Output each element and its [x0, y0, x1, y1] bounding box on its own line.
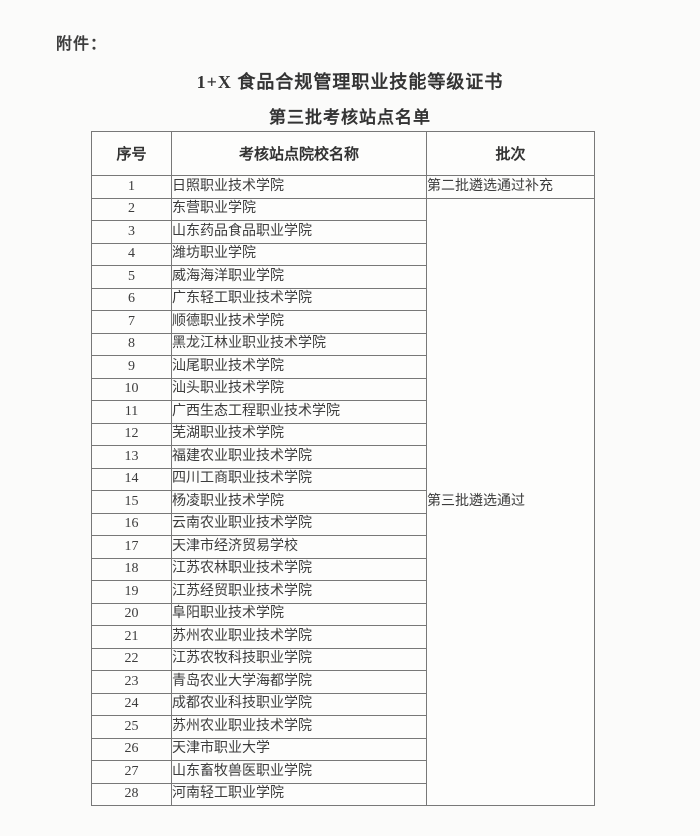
attachment-label: 附件：	[56, 36, 108, 53]
row-school-name: 青岛农业大学海都学院	[171, 670, 427, 694]
row-serial-number: 27	[91, 760, 172, 784]
table-row: 6 广东轻工职业技术学院	[91, 287, 595, 311]
row-school-name: 苏州农业职业技术学院	[171, 625, 427, 649]
table-row: 11 广西生态工程职业技术学院	[91, 400, 595, 424]
table-row: 15 杨凌职业技术学院	[91, 490, 595, 514]
table-row: 1 日照职业技术学院 第二批遴选通过补充	[91, 175, 595, 199]
table-row: 18 江苏农林职业技术学院	[91, 557, 595, 581]
row-serial-number: 2	[91, 197, 172, 221]
row-serial-number: 25	[91, 715, 172, 739]
row-school-name: 广东轻工职业技术学院	[171, 287, 427, 311]
row-batch-label: 第三批遴选通过	[426, 197, 595, 806]
row-school-name: 山东畜牧兽医职业学院	[171, 760, 427, 784]
row-serial-number: 4	[91, 242, 172, 266]
row-school-name: 河南轻工职业学院	[171, 782, 427, 806]
document-title: 1+X 食品合规管理职业技能等级证书	[196, 72, 504, 92]
table-row: 2 东营职业学院 第三批遴选通过	[91, 197, 595, 806]
table-row: 16 云南农业职业技术学院	[91, 512, 595, 536]
table-row: 10 汕头职业技术学院	[91, 377, 595, 401]
table-body: 1 日照职业技术学院 第二批遴选通过补充 2 东营职业学院 第三批遴选通过 3 山东药品食品职…	[91, 175, 595, 806]
row-serial-number: 16	[91, 512, 172, 536]
row-serial-number: 22	[91, 647, 172, 671]
table-row: 24 成都农业科技职业学院	[91, 692, 595, 716]
header-batch: 批次	[426, 131, 595, 176]
table-row: 27 山东畜牧兽医职业学院	[91, 760, 595, 784]
row-school-name: 汕头职业技术学院	[171, 377, 427, 401]
row-serial-number: 19	[91, 580, 172, 604]
row-school-name: 杨凌职业技术学院	[171, 490, 427, 514]
row-school-name: 阜阳职业技术学院	[171, 602, 427, 626]
assessment-sites-table: 序号 考核站点院校名称 批次 1 日照职业技术学院 第二批遴选通过补充 2 东营职业学院…	[91, 131, 595, 806]
table-row: 17 天津市经济贸易学校	[91, 535, 595, 559]
table-row: 22 江苏农牧科技职业学院	[91, 647, 595, 671]
row-school-name: 潍坊职业学院	[171, 242, 427, 266]
table-row: 23 青岛农业大学海都学院	[91, 670, 595, 694]
row-school-name: 东营职业学院	[171, 197, 427, 221]
header-serial-number: 序号	[91, 131, 172, 176]
table-row: 19 江苏经贸职业技术学院	[91, 580, 595, 604]
row-serial-number: 21	[91, 625, 172, 649]
row-school-name: 云南农业职业技术学院	[171, 512, 427, 536]
table-row: 26 天津市职业大学	[91, 737, 595, 761]
row-school-name: 苏州农业职业技术学院	[171, 715, 427, 739]
row-school-name: 日照职业技术学院	[171, 175, 427, 199]
row-serial-number: 24	[91, 692, 172, 716]
table-row: 28 河南轻工职业学院	[91, 782, 595, 806]
row-school-name: 江苏农林职业技术学院	[171, 557, 427, 581]
table-row: 8 黑龙江林业职业技术学院	[91, 332, 595, 356]
row-school-name: 汕尾职业技术学院	[171, 355, 427, 379]
row-school-name: 天津市职业大学	[171, 737, 427, 761]
row-serial-number: 10	[91, 377, 172, 401]
row-school-name: 江苏经贸职业技术学院	[171, 580, 427, 604]
row-serial-number: 23	[91, 670, 172, 694]
row-serial-number: 1	[91, 175, 172, 199]
table-row: 21 苏州农业职业技术学院	[91, 625, 595, 649]
row-serial-number: 18	[91, 557, 172, 581]
row-school-name: 山东药品食品职业学院	[171, 220, 427, 244]
table-row: 3 山东药品食品职业学院	[91, 220, 595, 244]
table-row: 9 汕尾职业技术学院	[91, 355, 595, 379]
row-school-name: 江苏农牧科技职业学院	[171, 647, 427, 671]
row-school-name: 成都农业科技职业学院	[171, 692, 427, 716]
row-serial-number: 20	[91, 602, 172, 626]
row-serial-number: 6	[91, 287, 172, 311]
header-school-name: 考核站点院校名称	[171, 131, 427, 176]
table-row: 13 福建农业职业技术学院	[91, 445, 595, 469]
row-school-name: 威海海洋职业学院	[171, 265, 427, 289]
row-serial-number: 15	[91, 490, 172, 514]
row-batch-label: 第二批遴选通过补充	[426, 175, 595, 199]
table-header: 序号 考核站点院校名称 批次	[91, 131, 595, 176]
row-serial-number: 3	[91, 220, 172, 244]
row-serial-number: 9	[91, 355, 172, 379]
row-school-name: 四川工商职业技术学院	[171, 467, 427, 491]
table-row: 25 苏州农业职业技术学院	[91, 715, 595, 739]
row-school-name: 天津市经济贸易学校	[171, 535, 427, 559]
row-serial-number: 5	[91, 265, 172, 289]
row-serial-number: 8	[91, 332, 172, 356]
row-school-name: 顺德职业技术学院	[171, 310, 427, 334]
row-serial-number: 26	[91, 737, 172, 761]
row-school-name: 芜湖职业技术学院	[171, 422, 427, 446]
row-serial-number: 14	[91, 467, 172, 491]
document-subtitle: 第三批考核站点名单	[269, 108, 431, 127]
row-school-name: 福建农业职业技术学院	[171, 445, 427, 469]
row-serial-number: 11	[91, 400, 172, 424]
row-serial-number: 12	[91, 422, 172, 446]
row-school-name: 黑龙江林业职业技术学院	[171, 332, 427, 356]
row-serial-number: 7	[91, 310, 172, 334]
row-school-name: 广西生态工程职业技术学院	[171, 400, 427, 424]
row-serial-number: 13	[91, 445, 172, 469]
table-row: 12 芜湖职业技术学院	[91, 422, 595, 446]
table-row: 7 顺德职业技术学院	[91, 310, 595, 334]
table-header-row: 序号 考核站点院校名称 批次	[91, 131, 595, 176]
row-serial-number: 17	[91, 535, 172, 559]
row-serial-number: 28	[91, 782, 172, 806]
